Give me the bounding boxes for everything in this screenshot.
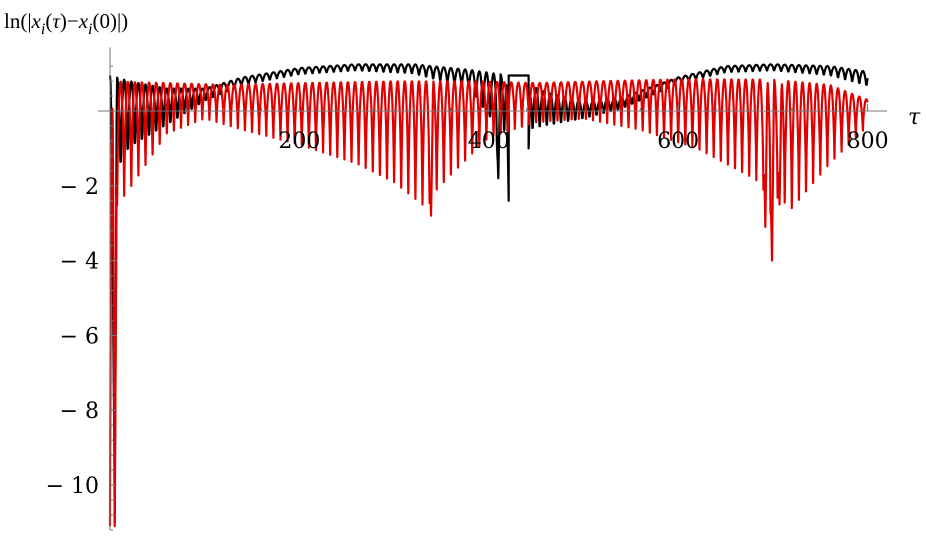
y-axis-label: ln(|xi(τ)−xi(0)|) [4,9,128,38]
y-tick-label: − 6 [60,324,99,349]
x-tick-label: 200 [278,129,320,154]
y-tick-label: − 10 [46,474,99,499]
tick-labels: 200 400 600 800 − 2 − 4 − 6 − 8 − 10 [46,129,889,499]
series-layer [108,63,869,528]
y-tick-label: − 4 [60,250,99,275]
x-axis-label: τ [908,105,921,130]
x-tick-label: 600 [657,129,699,154]
major-ticks [110,104,869,486]
series-red-line [108,78,869,528]
y-tick-label: − 2 [60,175,99,200]
x-tick-label: 400 [468,129,510,154]
x-tick-label: 800 [847,129,889,154]
y-tick-label: − 8 [60,399,99,424]
